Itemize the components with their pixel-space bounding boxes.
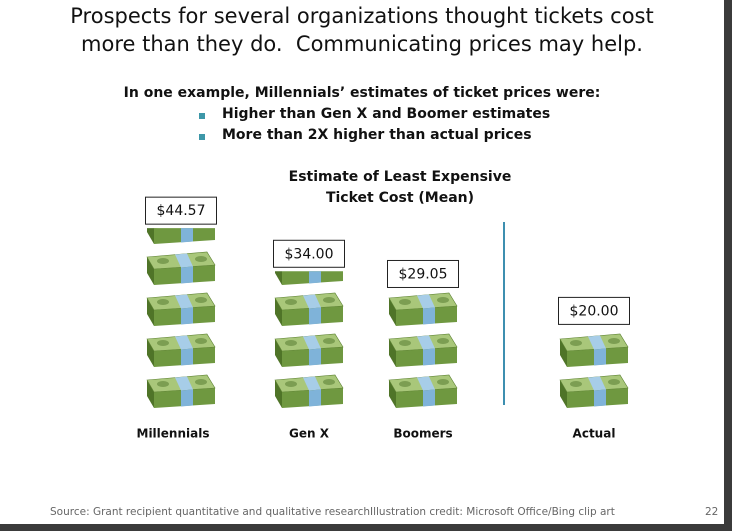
- value-label: $20.00: [570, 303, 619, 319]
- money-stack: [274, 271, 344, 408]
- value-label: $34.00: [285, 246, 334, 262]
- icon-part: [437, 379, 449, 385]
- bullet: More than 2X higher than actual prices: [222, 127, 532, 143]
- value-label-box: [273, 239, 345, 268]
- icon-part: [309, 348, 321, 366]
- icon-part: [285, 340, 297, 346]
- icon-part: [399, 381, 411, 387]
- icon-part: [195, 379, 207, 385]
- icon-part: [175, 335, 193, 350]
- icon-part: [588, 335, 606, 350]
- icon-part: [437, 338, 449, 344]
- value-label-box: [558, 296, 630, 325]
- icon-part: [147, 257, 154, 285]
- icon-part: [323, 379, 335, 385]
- icon-part: [147, 298, 154, 326]
- value-label: $44.57: [157, 203, 206, 219]
- icon-part: [147, 380, 154, 408]
- icon-part: [157, 381, 169, 387]
- icon-part: [303, 335, 321, 350]
- category-label: Actual: [573, 427, 616, 441]
- bullet-marker: [199, 113, 205, 119]
- icon-part: [175, 253, 193, 268]
- chart-title: Estimate of Least Expensive: [288, 169, 512, 185]
- icon-part: [570, 340, 582, 346]
- icon-part: [323, 297, 335, 303]
- icon-part: [560, 339, 567, 367]
- icon-part: [181, 389, 193, 407]
- icon-part: [399, 299, 411, 305]
- icon-part: [608, 379, 620, 385]
- money-stack: [146, 228, 216, 408]
- icon-part: [275, 339, 282, 367]
- chart: $44.57 Millennials $34.00 Gen X $29.05 Boomer…: [137, 196, 630, 441]
- icon-part: [389, 339, 396, 367]
- icon-part: [285, 381, 297, 387]
- icon-part: [303, 294, 321, 309]
- icon-part: [588, 376, 606, 391]
- bullet-marker: [199, 134, 205, 140]
- icon-part: [275, 380, 282, 408]
- icon-part: [309, 307, 321, 325]
- icon-part: [181, 348, 193, 366]
- icon-part: [147, 339, 154, 367]
- icon-part: [417, 376, 435, 391]
- category-label: Boomers: [393, 427, 452, 441]
- bullet: Higher than Gen X and Boomer estimates: [222, 106, 551, 122]
- icon-part: [423, 348, 435, 366]
- icon-part: [157, 258, 169, 264]
- icon-part: [423, 389, 435, 407]
- icon-part: [560, 380, 567, 408]
- icon-part: [275, 298, 282, 326]
- source: Source: Grant recipient quantitative and…: [50, 506, 371, 518]
- money-stack: [388, 292, 458, 408]
- icon-part: [417, 335, 435, 350]
- icon-part: [181, 307, 193, 325]
- icon-part: [285, 299, 297, 305]
- icon-part: [303, 376, 321, 391]
- icon-part: [423, 307, 435, 325]
- slide-title: Prospects for several organizations thou…: [70, 4, 654, 28]
- icon-part: [389, 298, 396, 326]
- icon-part: [175, 294, 193, 309]
- icon-part: [147, 228, 154, 244]
- category-label: Millennials: [137, 427, 210, 441]
- icon-part: [594, 348, 606, 366]
- icon-part: [195, 297, 207, 303]
- icon-part: [323, 338, 335, 344]
- value-label-box: [387, 259, 459, 288]
- icon-part: [275, 271, 282, 285]
- icon-part: [309, 389, 321, 407]
- icon-part: [195, 338, 207, 344]
- money-stack: [559, 333, 629, 408]
- intro: In one example, Millennials’ estimates o…: [123, 85, 601, 101]
- page-number: 22: [705, 506, 719, 518]
- slide-title: more than they do. Communicating prices …: [81, 32, 643, 56]
- icon-part: [175, 376, 193, 391]
- value-label: $29.05: [399, 266, 448, 282]
- icon-part: [437, 297, 449, 303]
- icon-part: [181, 266, 193, 284]
- icon-part: [594, 389, 606, 407]
- icon-part: [417, 294, 435, 309]
- chart-title: Ticket Cost (Mean): [325, 190, 475, 206]
- icon-part: [157, 299, 169, 305]
- icon-part: [389, 380, 396, 408]
- icon-part: [157, 340, 169, 346]
- icon-part: [195, 256, 207, 262]
- category-label: Gen X: [289, 427, 330, 441]
- icon-part: [181, 228, 193, 243]
- icon-part: [570, 381, 582, 387]
- icon-part: [399, 340, 411, 346]
- icon-part: [309, 271, 321, 284]
- icon-part: [608, 338, 620, 344]
- credit: Illustration credit: Microsoft Office/Bi…: [370, 506, 615, 518]
- value-label-box: [145, 196, 217, 225]
